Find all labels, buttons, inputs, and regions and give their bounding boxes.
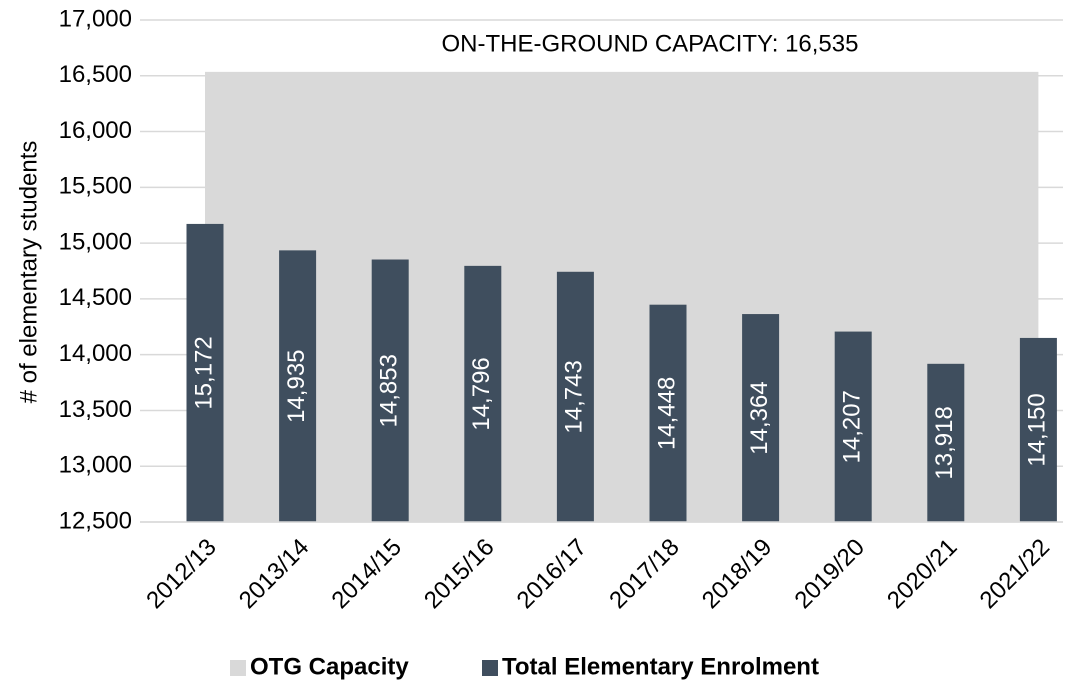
- y-tick-label: 15,000: [59, 228, 132, 255]
- y-axis-label: # of elementary students: [15, 141, 42, 404]
- y-tick-label: 13,500: [59, 396, 132, 423]
- bar: [556, 271, 594, 522]
- bar: [371, 259, 409, 522]
- legend-swatch: [230, 660, 246, 676]
- bar: [649, 304, 687, 522]
- bar-value-label: 14,796: [468, 357, 495, 430]
- bar-value-label: 14,935: [283, 349, 310, 422]
- y-tick-label: 17,000: [59, 5, 132, 32]
- bar: [279, 250, 317, 522]
- legend-swatch: [482, 660, 498, 676]
- x-tick-label: 2015/16: [419, 534, 499, 614]
- x-tick-label: 2021/22: [975, 534, 1055, 614]
- y-tick-label: 12,500: [59, 507, 132, 534]
- bar: [742, 314, 780, 522]
- bar-value-label: 14,150: [1024, 393, 1051, 466]
- bar-value-label: 14,448: [653, 377, 680, 450]
- bar: [464, 265, 502, 522]
- x-tick-label: 2016/17: [512, 534, 592, 614]
- bar-value-label: 13,918: [931, 406, 958, 479]
- bar: [834, 331, 872, 522]
- annotation: ON-THE-GROUND CAPACITY: 16,535: [442, 30, 859, 57]
- x-tick-label: 2012/13: [141, 534, 221, 614]
- y-tick-label: 14,000: [59, 340, 132, 367]
- legend-label: Total Elementary Enrolment: [502, 653, 819, 680]
- y-tick-label: 14,500: [59, 284, 132, 311]
- y-tick-label: 15,500: [59, 173, 132, 200]
- bar: [927, 363, 965, 522]
- x-tick-label: 2013/14: [234, 534, 314, 614]
- y-tick-label: 16,000: [59, 117, 132, 144]
- y-tick-label: 16,500: [59, 61, 132, 88]
- bar-value-label: 14,207: [839, 390, 866, 463]
- x-tick-label: 2018/19: [697, 534, 777, 614]
- bar-value-label: 15,172: [190, 336, 217, 409]
- bar-value-label: 14,364: [746, 381, 773, 454]
- x-tick-label: 2019/20: [789, 534, 869, 614]
- legend-label: OTG Capacity: [250, 653, 409, 680]
- bar-value-label: 14,743: [561, 360, 588, 433]
- x-tick-label: 2017/18: [604, 534, 684, 614]
- x-tick-label: 2020/21: [882, 534, 962, 614]
- capacity-area: [205, 71, 1039, 522]
- x-tick-label: 2014/15: [326, 534, 406, 614]
- bar-value-label: 14,853: [376, 354, 403, 427]
- bar: [1019, 337, 1057, 522]
- bar: [186, 223, 224, 522]
- y-tick-label: 13,000: [59, 452, 132, 479]
